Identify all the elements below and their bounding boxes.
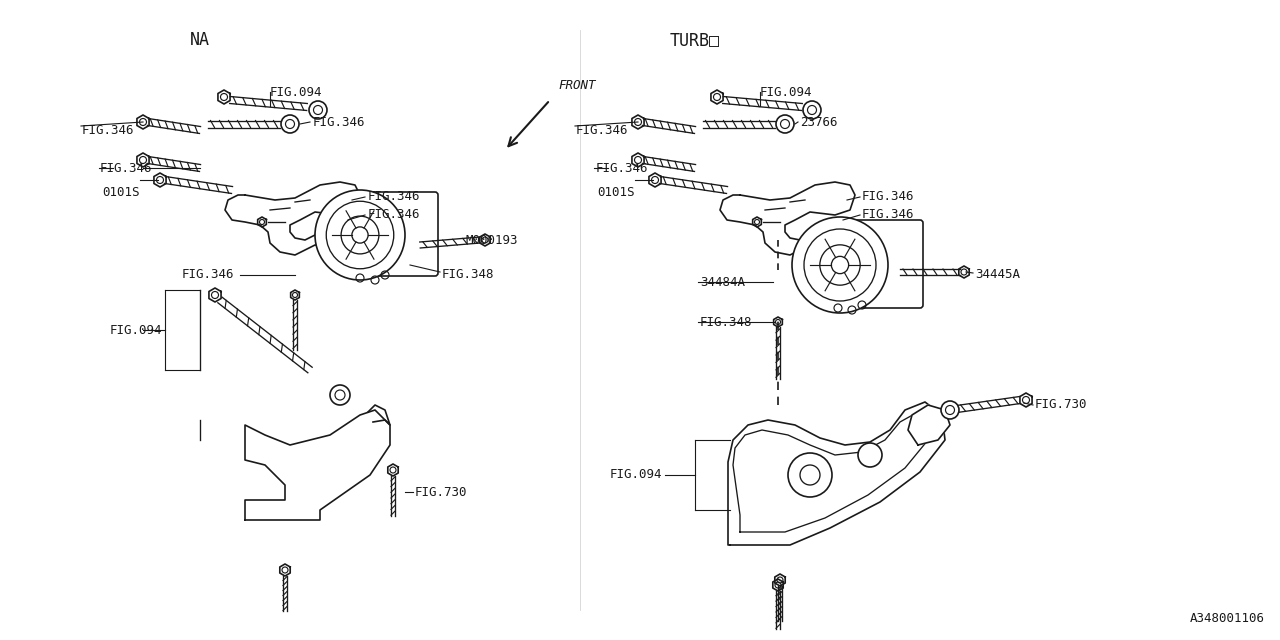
Text: 0101S: 0101S: [598, 186, 635, 198]
Polygon shape: [388, 464, 398, 476]
Polygon shape: [338, 220, 347, 230]
Polygon shape: [632, 115, 644, 129]
Polygon shape: [773, 317, 782, 327]
Text: TURB□: TURB□: [669, 31, 719, 49]
Text: FIG.346: FIG.346: [861, 209, 914, 221]
Text: FIG.346: FIG.346: [596, 161, 649, 175]
Polygon shape: [753, 217, 762, 227]
Circle shape: [282, 115, 300, 133]
Polygon shape: [137, 153, 148, 167]
Polygon shape: [908, 405, 950, 445]
Text: FIG.346: FIG.346: [182, 269, 234, 282]
Text: FIG.348: FIG.348: [700, 316, 753, 328]
Polygon shape: [632, 153, 644, 167]
Circle shape: [858, 443, 882, 467]
Polygon shape: [480, 234, 490, 246]
Polygon shape: [291, 290, 300, 300]
Polygon shape: [137, 115, 148, 129]
Polygon shape: [154, 173, 166, 187]
Circle shape: [330, 385, 349, 405]
Text: FIG.730: FIG.730: [1036, 399, 1088, 412]
Circle shape: [776, 115, 794, 133]
Polygon shape: [257, 217, 266, 227]
Circle shape: [832, 257, 849, 274]
Text: 34445A: 34445A: [975, 269, 1020, 282]
Text: 34484A: 34484A: [700, 275, 745, 289]
Circle shape: [315, 190, 404, 280]
Text: FIG.346: FIG.346: [82, 124, 134, 136]
Polygon shape: [325, 240, 334, 250]
Circle shape: [308, 101, 326, 119]
Text: FIG.730: FIG.730: [415, 486, 467, 499]
Circle shape: [800, 465, 820, 485]
Text: FIG.346: FIG.346: [576, 124, 628, 136]
Text: FIG.346: FIG.346: [100, 161, 152, 175]
FancyBboxPatch shape: [352, 192, 438, 276]
FancyBboxPatch shape: [832, 220, 923, 308]
Polygon shape: [728, 402, 945, 545]
Text: FIG.094: FIG.094: [270, 86, 323, 99]
Text: FIG.348: FIG.348: [442, 269, 494, 282]
Circle shape: [788, 453, 832, 497]
Text: FIG.346: FIG.346: [369, 191, 421, 204]
Polygon shape: [649, 173, 660, 187]
Polygon shape: [710, 90, 723, 104]
Text: FIG.094: FIG.094: [611, 468, 663, 481]
Text: FIG.094: FIG.094: [760, 86, 813, 99]
Polygon shape: [719, 182, 855, 255]
Polygon shape: [218, 90, 230, 104]
Polygon shape: [244, 410, 390, 520]
Text: FRONT: FRONT: [558, 79, 595, 92]
Text: NA: NA: [189, 31, 210, 49]
Polygon shape: [1020, 393, 1032, 407]
Text: FIG.346: FIG.346: [861, 191, 914, 204]
Text: FIG.346: FIG.346: [369, 209, 421, 221]
Polygon shape: [820, 240, 829, 250]
Text: FIG.346: FIG.346: [314, 115, 366, 129]
Polygon shape: [774, 574, 785, 586]
Polygon shape: [280, 564, 291, 576]
Polygon shape: [209, 288, 221, 302]
Circle shape: [352, 227, 369, 243]
Polygon shape: [833, 220, 841, 230]
Polygon shape: [773, 579, 783, 591]
Text: 0101S: 0101S: [102, 186, 140, 198]
Text: M000193: M000193: [465, 234, 517, 246]
Text: FIG.094: FIG.094: [110, 323, 163, 337]
Circle shape: [792, 217, 888, 313]
Circle shape: [941, 401, 959, 419]
Text: 23766: 23766: [800, 115, 837, 129]
Polygon shape: [225, 182, 360, 255]
Polygon shape: [959, 266, 969, 278]
Text: A348001106: A348001106: [1190, 612, 1265, 625]
Circle shape: [803, 101, 820, 119]
